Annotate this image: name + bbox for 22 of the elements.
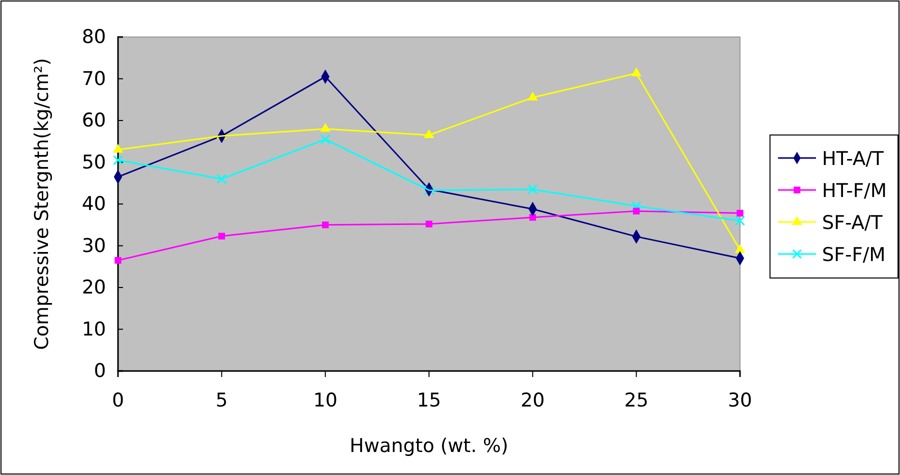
- legend-label: SF-A/T: [822, 212, 883, 234]
- y-tick-label: 20: [82, 276, 106, 299]
- y-tick-label: 60: [82, 110, 106, 132]
- y-tick-label: 0: [94, 360, 106, 382]
- x-tick-label: 25: [624, 389, 648, 412]
- x-tick-label: 5: [216, 389, 228, 412]
- y-tick-label: 30: [82, 234, 106, 257]
- x-tick-label: 10: [313, 389, 338, 412]
- x-tick-label: 15: [416, 389, 442, 412]
- y-tick-label: 10: [82, 318, 106, 340]
- x-axis-title: Hwangto (wt. %): [350, 435, 508, 457]
- y-tick-label: 50: [82, 151, 106, 174]
- x-tick-label: 20: [520, 389, 545, 412]
- y-tick-label: 70: [82, 68, 106, 90]
- legend-label: HT-A/T: [822, 148, 884, 170]
- x-tick-label: 0: [112, 389, 124, 412]
- legend-label: SF-F/M: [822, 244, 886, 266]
- legend-label: HT-F/M: [822, 180, 887, 202]
- y-axis-title: Compressive Stergnth(kg/cm²): [31, 58, 53, 350]
- y-tick-label: 80: [82, 26, 106, 48]
- x-tick-label: 30: [728, 389, 752, 412]
- y-tick-label: 40: [82, 193, 106, 216]
